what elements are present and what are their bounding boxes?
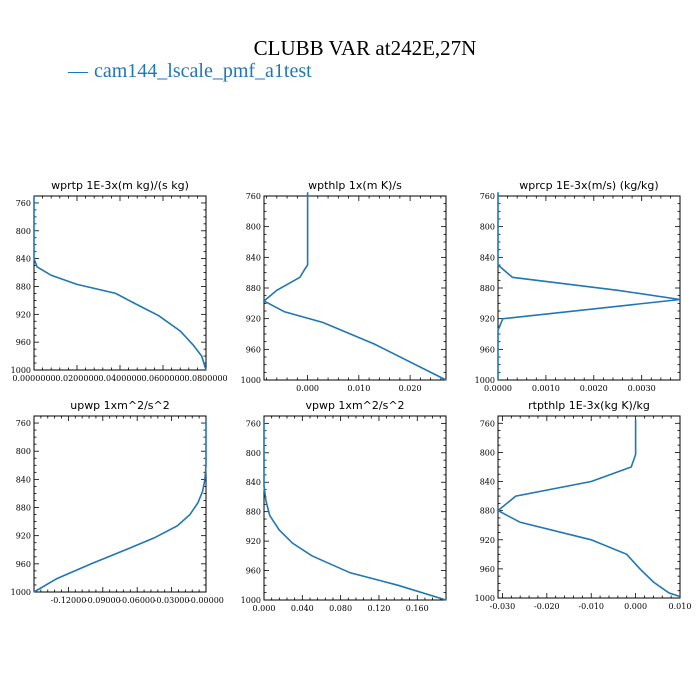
x-tick-label: -0.09000	[85, 596, 121, 605]
x-tick-label: 0.040	[291, 604, 314, 613]
legend-line-icon: —	[68, 60, 88, 82]
series-line	[33, 419, 207, 593]
x-tick-label: 0.0010	[532, 384, 560, 393]
x-tick-label: 0.120	[367, 604, 390, 613]
x-tick-label: -0.010	[578, 602, 604, 611]
y-tick-label: 760	[246, 419, 261, 428]
y-tick-label: 760	[16, 419, 31, 428]
x-tick-label: 0.000	[253, 604, 276, 613]
y-tick-label: 920	[246, 315, 261, 324]
plot-frame	[263, 195, 447, 381]
legend-label: cam144_lscale_pmf_a1test	[94, 60, 312, 82]
y-tick-label: 1000	[241, 376, 261, 385]
y-tick-label: 1000	[475, 594, 495, 603]
plot-frame	[497, 415, 681, 599]
panel-title: rtpthlp 1E-3x(kg K)/kg	[528, 399, 650, 412]
x-tick-label: 0.0200000	[55, 374, 98, 383]
y-tick-label: 1000	[11, 588, 31, 597]
x-tick-label: 0.0030	[628, 384, 656, 393]
x-tick-label: -0.020	[534, 602, 560, 611]
legend: — cam144_lscale_pmf_a1test	[68, 60, 312, 83]
x-tick-label: 0.0400000	[98, 374, 141, 383]
y-tick-label: 880	[480, 507, 495, 516]
y-tick-label: 760	[480, 419, 495, 428]
y-tick-label: 960	[480, 565, 495, 574]
y-tick-label: 800	[246, 449, 261, 458]
y-tick-label: 920	[16, 532, 31, 541]
panel-title: upwp 1xm^2/s^2	[70, 399, 170, 412]
y-tick-label: 880	[16, 282, 31, 291]
x-tick-label: 0.0600000	[141, 374, 184, 383]
series-line	[263, 419, 447, 601]
x-tick-label: 0.0800000	[184, 374, 227, 383]
y-tick-label: 840	[246, 478, 261, 487]
y-tick-label: 840	[16, 255, 31, 264]
plot-frame	[497, 195, 681, 381]
panel-title: wpthlp 1x(m K)/s	[308, 179, 402, 192]
y-tick-label: 1000	[241, 596, 261, 605]
y-tick-label: 880	[246, 284, 261, 293]
y-tick-label: 960	[16, 560, 31, 569]
y-tick-label: 800	[480, 448, 495, 457]
y-tick-label: 920	[480, 536, 495, 545]
y-tick-label: 840	[480, 253, 495, 262]
x-tick-label: 0.0000	[484, 384, 512, 393]
series-line	[496, 419, 681, 598]
y-tick-label: 760	[16, 199, 31, 208]
figure-title: CLUBB VAR at242E,27N	[253, 36, 477, 60]
x-tick-label: 0.000	[624, 602, 647, 611]
x-tick-label: -0.12000	[51, 596, 87, 605]
x-tick-label: 0.020	[399, 384, 422, 393]
x-tick-label: 0.000	[296, 384, 319, 393]
plot-frame	[263, 415, 447, 601]
y-tick-label: 840	[246, 253, 261, 262]
y-tick-label: 960	[480, 345, 495, 354]
y-tick-label: 760	[480, 192, 495, 201]
x-tick-label: 0.0020	[580, 384, 608, 393]
panel-4: upwp 1xm^2/s^2 760 800 840 880 920 960 1000 -0.1…	[11, 399, 224, 605]
panel-title: wprtp 1E-3x(m kg)/(s kg)	[51, 179, 189, 192]
x-tick-label: -0.030	[490, 602, 516, 611]
panel-6: rtpthlp 1E-3x(kg K)/kg 760 800 840 880 920 960…	[475, 399, 692, 611]
plot-frame	[33, 195, 207, 371]
y-tick-label: 1000	[11, 366, 31, 375]
y-tick-label: 880	[480, 284, 495, 293]
y-tick-label: 920	[246, 537, 261, 546]
x-tick-label: -0.03000	[154, 596, 190, 605]
y-tick-label: 920	[16, 310, 31, 319]
panel-title: vpwp 1xm^2/s^2	[305, 399, 404, 412]
panel-title: wprcp 1E-3x(m/s) (kg/kg)	[519, 179, 658, 192]
x-tick-label: 0.010	[347, 384, 370, 393]
y-tick-label: 800	[480, 223, 495, 232]
series-line	[33, 196, 207, 371]
y-tick-label: 920	[480, 315, 495, 324]
y-tick-label: 880	[246, 508, 261, 517]
y-tick-label: 960	[246, 567, 261, 576]
panel-2: wpthlp 1x(m K)/s 760 800 840 880 920 960 1000 0.…	[241, 179, 447, 393]
x-tick-label: 0.080	[329, 604, 352, 613]
y-tick-label: 840	[480, 478, 495, 487]
y-tick-label: 800	[246, 223, 261, 232]
panel-5: vpwp 1xm^2/s^2 760 800 840 880 920 960 10000.00…	[241, 399, 447, 613]
series-line	[497, 192, 681, 380]
x-tick-label: -0.06000	[119, 596, 155, 605]
x-tick-label: -0.00000	[188, 596, 224, 605]
y-tick-label: 800	[16, 447, 31, 456]
x-tick-label: 0.010	[669, 602, 692, 611]
panel-1: wprtp 1E-3x(m kg)/(s kg) 760 800 840 880 920 9…	[11, 179, 228, 383]
y-tick-label: 880	[16, 504, 31, 513]
y-tick-label: 960	[246, 345, 261, 354]
plot-frame	[33, 415, 207, 593]
y-tick-label: 840	[16, 475, 31, 484]
x-tick-label: 0.160	[406, 604, 429, 613]
y-tick-label: 960	[16, 338, 31, 347]
y-tick-label: 760	[246, 192, 261, 201]
panel-3: wprcp 1E-3x(m/s) (kg/kg) 760 800 840 880 920 9…	[475, 179, 681, 393]
y-tick-label: 1000	[475, 376, 495, 385]
x-tick-label: 0.0000000	[12, 374, 55, 383]
y-tick-label: 800	[16, 227, 31, 236]
series-line	[262, 192, 447, 381]
